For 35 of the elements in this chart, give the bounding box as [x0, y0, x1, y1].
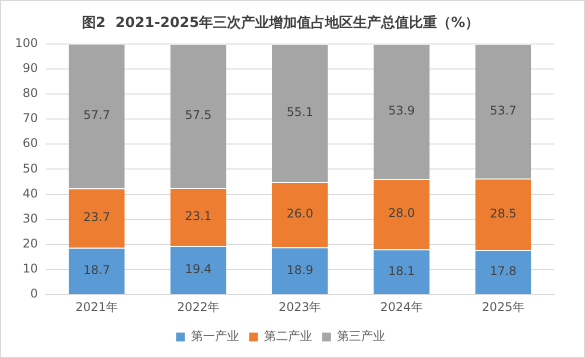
- y-tick-label: 80: [22, 86, 38, 100]
- data-label: 53.7: [490, 103, 517, 118]
- y-tick-label: 0: [30, 286, 38, 301]
- data-label: 53.9: [388, 104, 415, 118]
- data-label: 18.9: [286, 262, 314, 277]
- y-tick-label: 60: [22, 136, 38, 150]
- data-label: 55.1: [286, 105, 314, 120]
- data-label: 19.4: [184, 262, 212, 276]
- legend-label: 第三产业: [337, 329, 385, 344]
- x-tick-label: 2021年: [75, 300, 118, 314]
- data-label: 28.0: [388, 206, 415, 220]
- x-tick-label: 2022年: [177, 300, 220, 314]
- data-label: 17.8: [490, 264, 517, 278]
- data-label: 23.1: [184, 209, 212, 224]
- y-tick-label: 70: [22, 111, 38, 126]
- data-label: 23.7: [83, 210, 110, 224]
- y-tick-label: 30: [22, 211, 38, 226]
- legend-label: 第一产业: [191, 329, 239, 344]
- x-tick-label: 2023年: [278, 300, 322, 314]
- y-tick-label: 100: [15, 36, 38, 50]
- data-label: 18.7: [83, 263, 110, 278]
- data-label: 26.0: [286, 206, 314, 221]
- x-tick-label: 2024年: [380, 300, 423, 314]
- y-tick-label: 90: [22, 61, 38, 76]
- data-label: 57.5: [184, 108, 212, 122]
- data-label: 28.5: [490, 206, 517, 220]
- legend-label: 第二产业: [264, 329, 312, 344]
- data-label: 18.1: [388, 264, 415, 278]
- y-tick-label: 10: [22, 262, 38, 276]
- data-label: 57.7: [83, 108, 110, 122]
- x-tick-label: 2025年: [482, 300, 524, 314]
- chart-title: 图2 2021-2025年三次产业增加值占地区生产总值比重（%）: [82, 14, 480, 32]
- y-tick-label: 20: [22, 236, 38, 251]
- y-tick-label: 40: [22, 186, 38, 200]
- y-tick-label: 50: [22, 161, 38, 176]
